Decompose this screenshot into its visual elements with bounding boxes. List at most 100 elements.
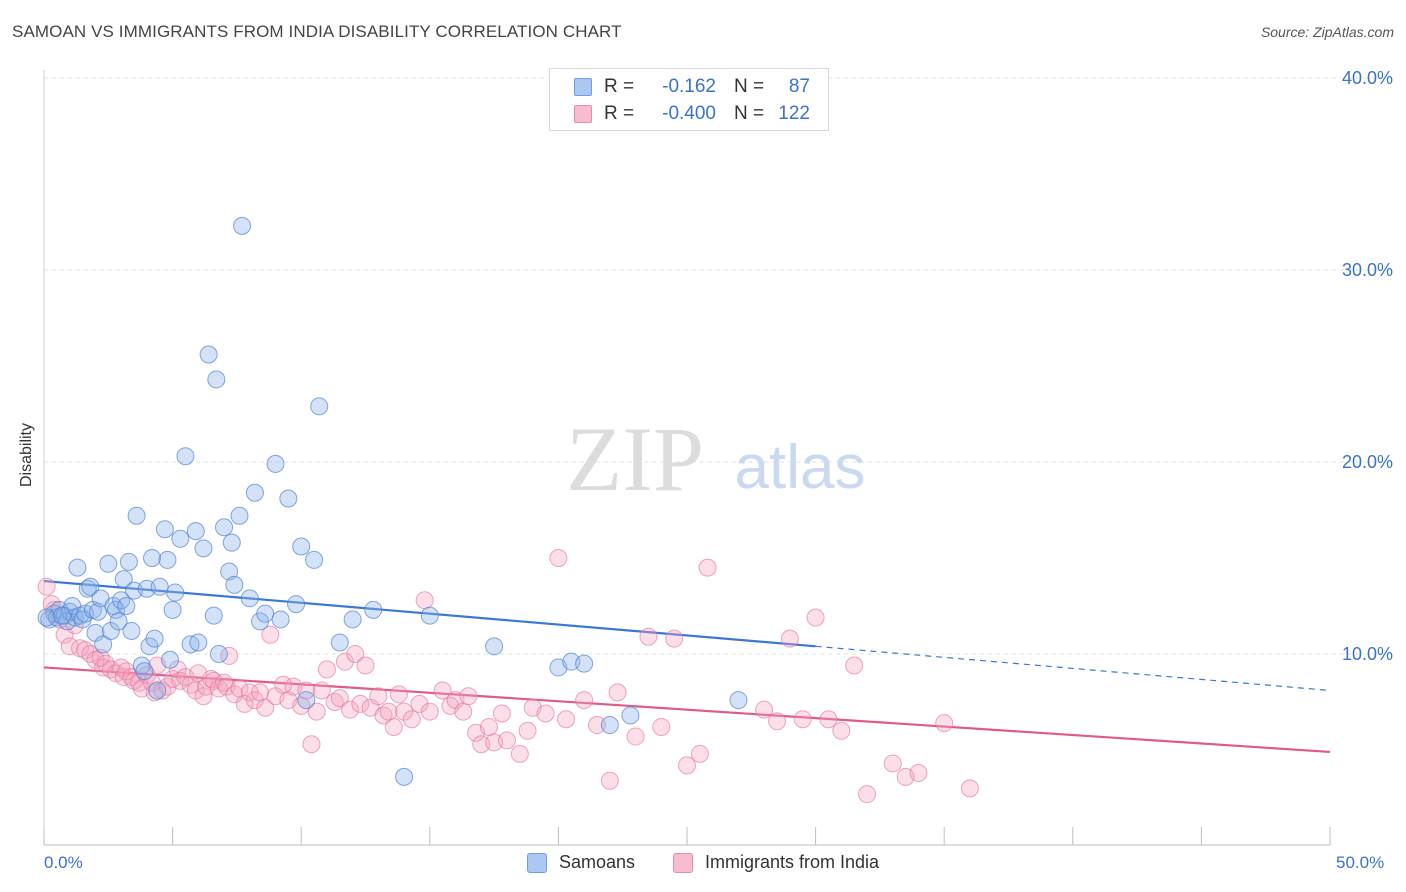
legend-label-india: Immigrants from India [704,852,880,872]
samoan-point [109,612,128,631]
samoans-trend-extension [815,645,1331,692]
india-point [883,754,902,773]
legend-r-value: -0.162 [662,76,716,97]
samoan-point [53,606,72,625]
samoan-point [305,550,324,569]
samoan-point [158,550,177,569]
watermark-zip: ZIP [566,408,704,510]
correlation-legend: R = -0.162 N = 87 R = -0.400 N = 122 [549,68,829,131]
samoan-point [163,600,182,619]
samoan-point [292,537,311,556]
samoan-point [119,552,138,571]
india-point [209,679,228,698]
samoan-point [122,621,141,640]
grid-lines [44,77,1392,655]
india-point [492,704,511,723]
samoan-point [127,506,146,525]
india-point [557,710,576,729]
india-point [379,702,398,721]
legend-r-label: R = [604,76,635,97]
india-point [307,702,326,721]
samoan-point [78,579,97,598]
samoan-point [194,539,213,558]
legend-row-samoans: R = -0.162 N = 87 [574,75,810,99]
legend-r-value: -0.400 [662,103,716,124]
india-point [389,685,408,704]
watermark: ZIP atlas [566,408,865,510]
y-tick-label: 20.0% [1342,452,1393,472]
samoan-point [176,447,195,466]
india-point [780,629,799,648]
india-point [395,702,414,721]
samoan-point [220,562,239,581]
samoan-point [330,633,349,652]
india-point [256,698,275,717]
legend-r-label: R = [604,103,635,124]
x-tick-min: 0.0% [44,853,83,872]
india-point [497,731,516,750]
india-point [356,656,375,675]
india-point [341,700,360,719]
india-point [384,717,403,736]
legend-item-india[interactable]: Immigrants from India [672,852,880,873]
india-point [351,694,370,713]
samoan-point [143,549,162,567]
india-point [415,591,434,610]
india-point [454,702,473,721]
india-point [37,577,56,596]
india-point [626,727,645,746]
samoan-point [186,522,205,541]
india-point [346,645,365,663]
samoan-point [99,554,118,573]
samoan-point [207,370,226,389]
y-axis-label: Disability [18,422,35,488]
samoan-point [287,595,306,614]
samoan-point [209,645,228,663]
india-trend-line [43,666,1331,754]
india-point [479,717,498,736]
samoan-point [117,597,136,615]
samoan-point [94,635,113,654]
india-point [536,704,555,723]
samoan-point [155,520,174,539]
samoan-point [114,570,133,589]
samoan-point [600,716,619,735]
watermark-atlas: atlas [735,433,866,502]
india-point [960,779,979,798]
x-tick-max: 50.0% [1336,853,1385,872]
samoan-point [420,606,439,625]
india-point [600,771,619,790]
india-point [652,717,671,736]
india-point [420,702,439,721]
india-swatch [672,852,693,873]
legend-swatch-india [574,105,592,123]
india-point [433,681,452,700]
india-point [81,645,100,663]
india-point [410,694,429,713]
y-tick-labels: 10.0% 20.0% 30.0% 40.0% [1342,68,1393,664]
series-legend: Samoans Immigrants from India [0,852,1406,873]
india-point [698,558,717,577]
legend-swatch-samoans [574,78,592,96]
legend-n-label: N = [734,103,765,124]
samoan-point [199,345,218,364]
samoan-point [225,575,244,594]
samoan-point [215,518,234,537]
india-point [302,735,321,754]
india-point [117,662,136,681]
india-point [335,652,354,671]
samoan-point [150,577,169,596]
india-point [235,694,254,713]
india-point [935,714,954,733]
samoan-point [189,633,208,652]
samoan-point [101,621,120,640]
samoan-point [145,629,164,648]
samoan-point [68,558,87,577]
india-point [549,549,568,567]
india-point [518,721,537,740]
india-points [37,549,979,804]
samoan-point [240,589,259,608]
legend-item-samoans[interactable]: Samoans [526,852,635,873]
india-point [402,710,421,729]
